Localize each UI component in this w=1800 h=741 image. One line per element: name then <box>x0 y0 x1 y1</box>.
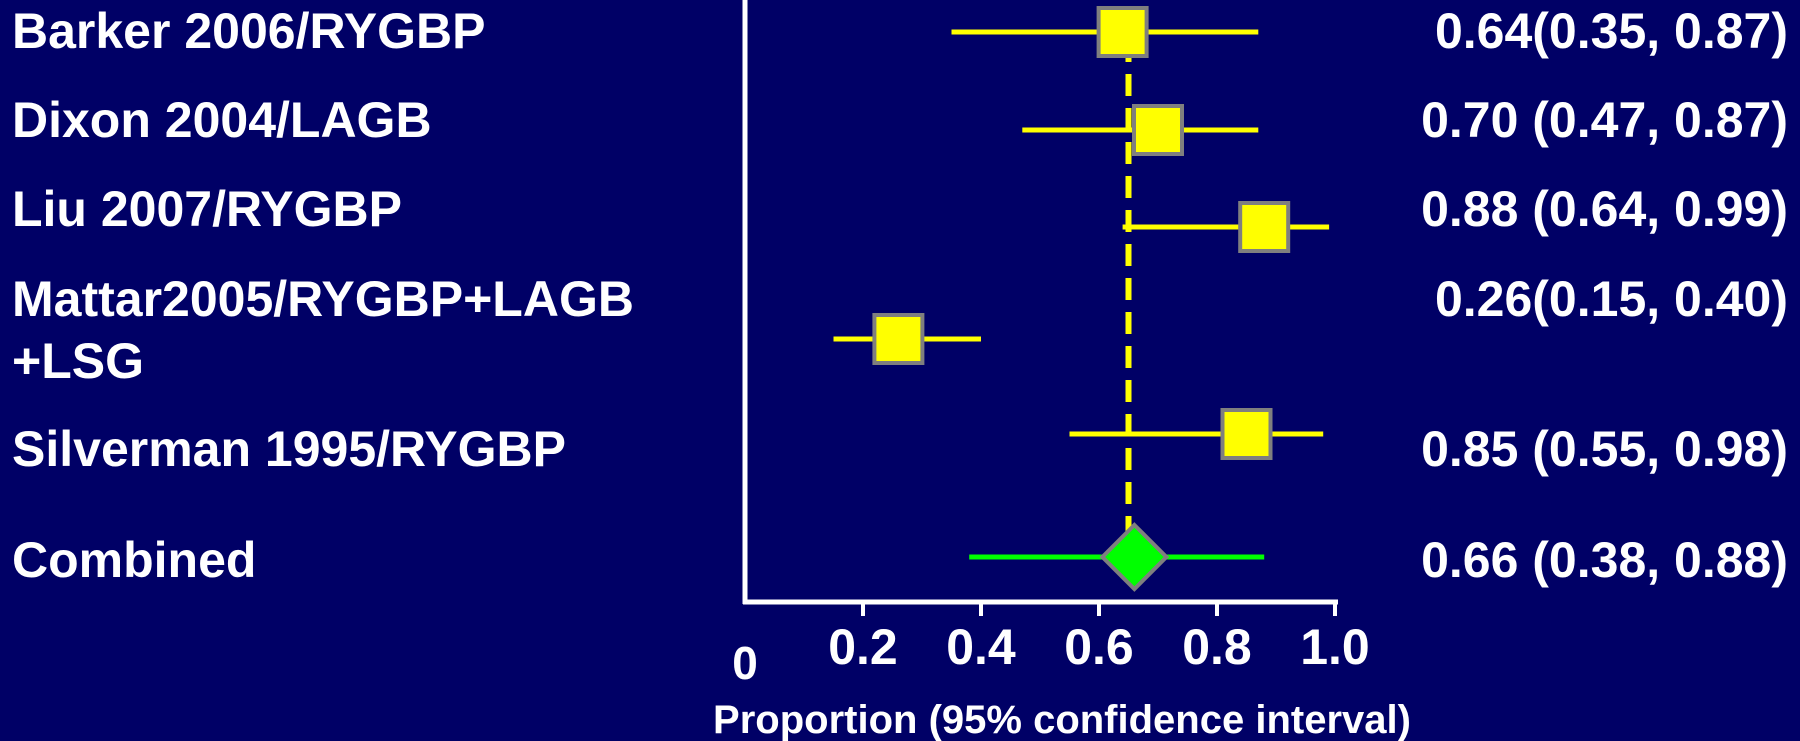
estimate-ci-text: 0.85 (0.55, 0.98) <box>1421 421 1788 477</box>
study-label: Barker 2006/RYGBP <box>12 3 486 59</box>
study-label: Silverman 1995/RYGBP <box>12 421 566 477</box>
study-point-marker <box>1238 201 1291 253</box>
estimate-ci-text: 0.64(0.35, 0.87) <box>1434 3 1788 59</box>
combined-diamond-marker <box>1099 522 1170 592</box>
x-tick-label: 1.0 <box>1300 619 1370 675</box>
study-point-marker <box>1096 6 1149 58</box>
study-label: Mattar2005/RYGBP+LAGB +LSG <box>12 271 634 389</box>
x-tick-label: 0 <box>732 637 758 689</box>
estimate-ci-text: 0.70 (0.47, 0.87) <box>1421 92 1788 148</box>
study-point-marker <box>872 313 925 365</box>
study-point-marker <box>1220 408 1273 460</box>
estimate-ci-text: 0.66 (0.38, 0.88) <box>1421 532 1788 588</box>
study-label: Dixon 2004/LAGB <box>12 92 432 148</box>
study-point-marker <box>1132 104 1184 156</box>
study-label: Combined <box>12 532 257 588</box>
x-tick-label: 0.8 <box>1182 619 1252 675</box>
estimate-ci-text: 0.26(0.15, 0.40) <box>1434 271 1788 327</box>
estimate-ci-text: 0.88 (0.64, 0.99) <box>1421 181 1788 237</box>
study-label: Liu 2007/RYGBP <box>12 181 402 237</box>
x-tick-label: 0.4 <box>946 619 1016 675</box>
x-tick-label: 0.2 <box>828 619 898 675</box>
x-tick-label: 0.6 <box>1064 619 1134 675</box>
